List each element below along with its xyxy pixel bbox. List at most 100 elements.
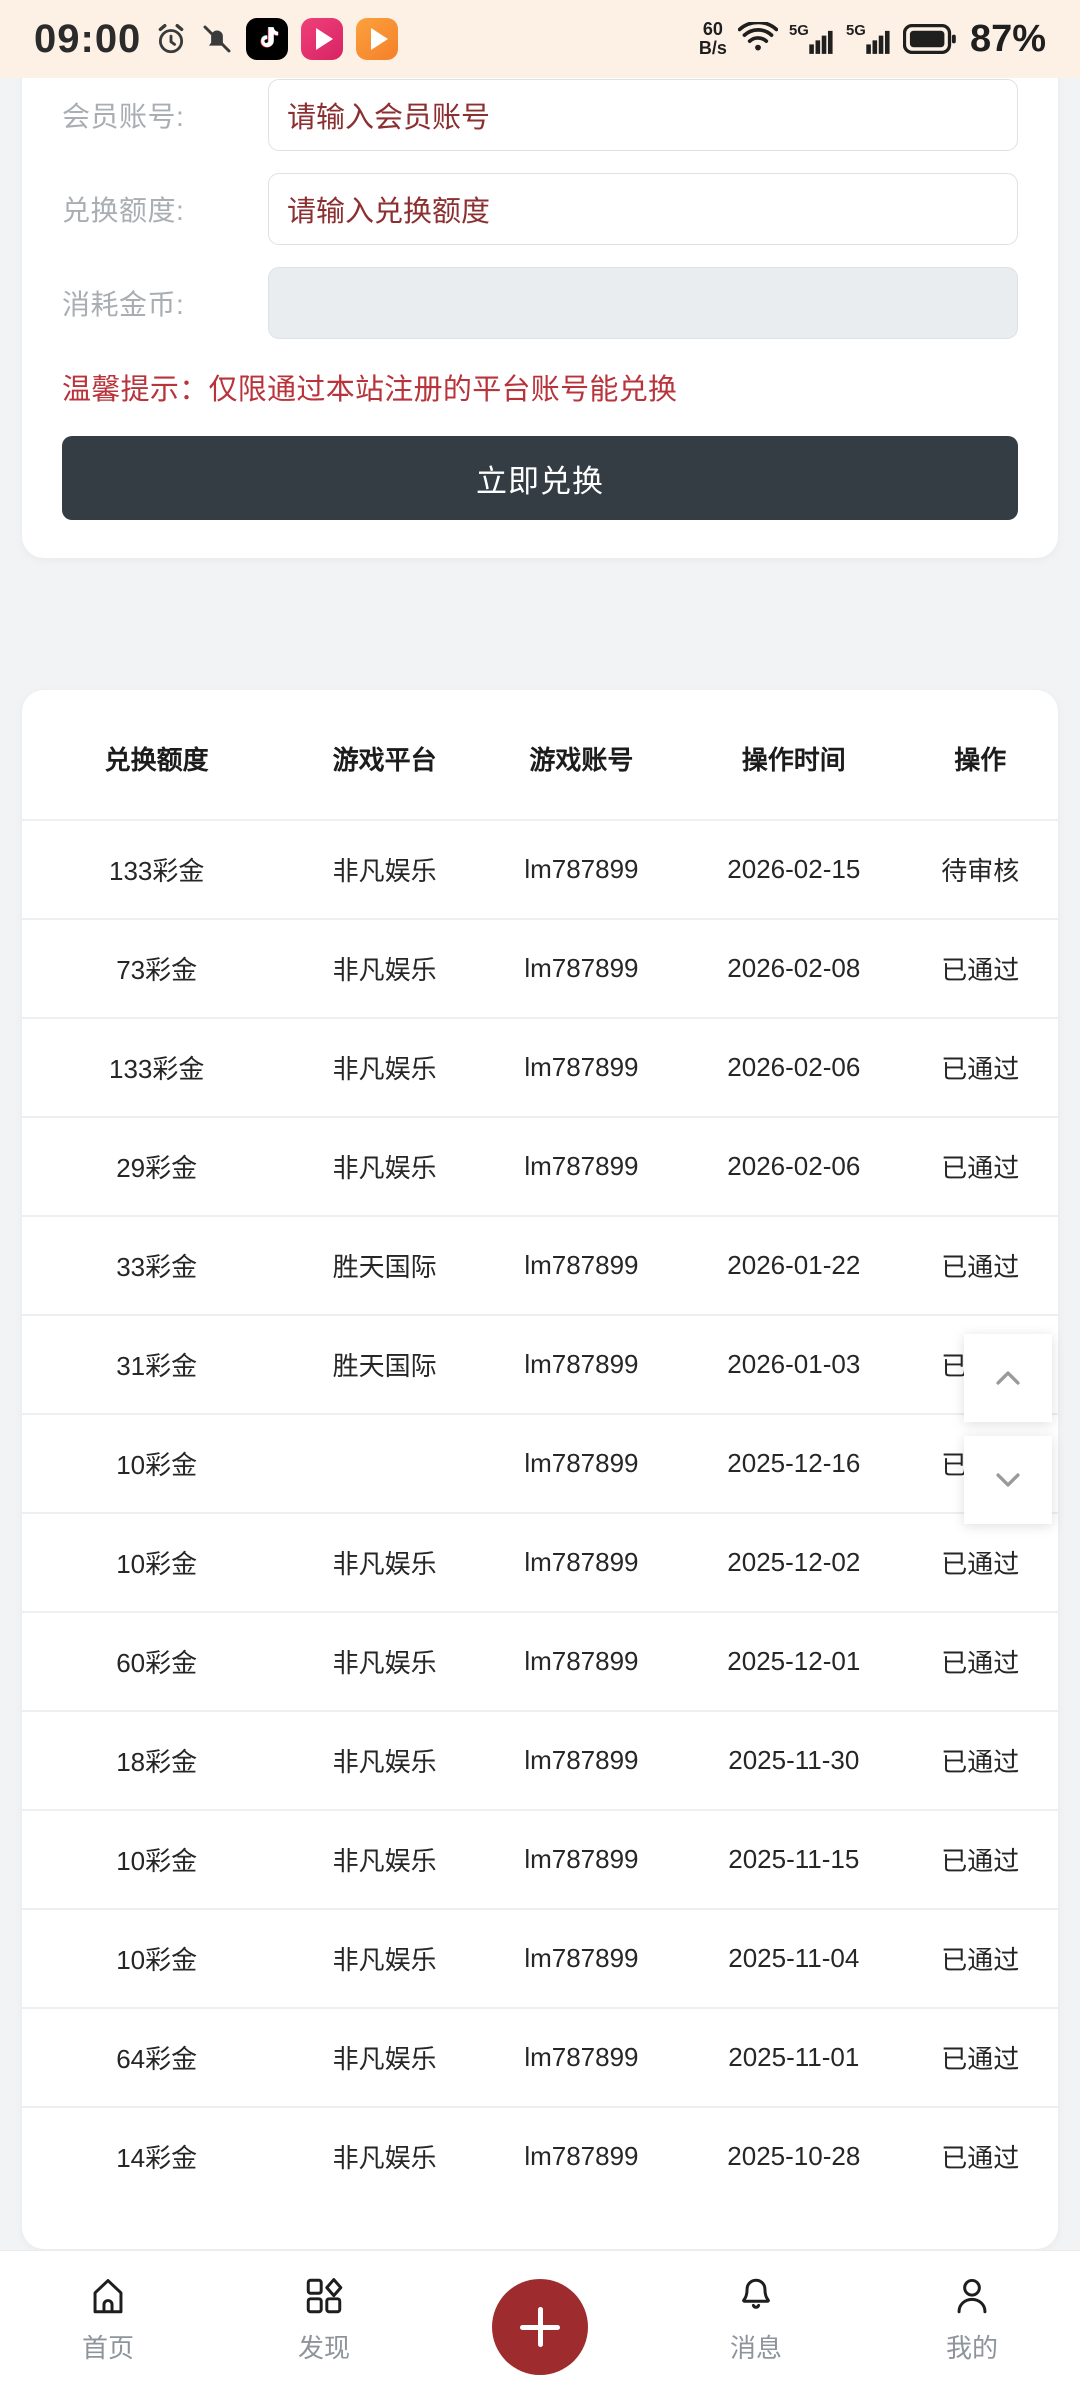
svg-text:5G: 5G (789, 23, 809, 39)
cell-platform: 非凡娱乐 (291, 918, 478, 1018)
add-post-button[interactable] (492, 2279, 588, 2375)
cell-platform: 非凡娱乐 (291, 1611, 478, 1711)
cell-status[interactable]: 已通过 (902, 2106, 1058, 2205)
grid-discover-icon (303, 2273, 345, 2319)
cell-status[interactable]: 待审核 (902, 819, 1058, 919)
table-row[interactable]: 33彩金 胜天国际 lm787899 2026-01-22 已通过 (22, 1215, 1058, 1315)
cell-platform: 非凡娱乐 (291, 1908, 478, 2008)
cell-amount: 10彩金 (22, 1512, 292, 1612)
col-header-status: 操作 (954, 745, 1007, 775)
cell-time: 2025-12-16 (685, 1413, 903, 1513)
cell-time: 2026-02-08 (685, 918, 903, 1018)
table-row[interactable]: 14彩金 非凡娱乐 lm787899 2025-10-28 已通过 (22, 2106, 1058, 2205)
network-speed-indicator: 60 B/s (699, 20, 727, 58)
exchange-amount-input[interactable]: 请输入兑换额度 (268, 173, 1018, 245)
exchange-amount-placeholder: 请输入兑换额度 (287, 196, 491, 228)
net-speed-value: 60 (702, 19, 723, 39)
tiktok-app-icon (246, 18, 289, 60)
battery-percent: 87% (969, 17, 1046, 60)
member-account-input[interactable]: 请输入会员账号 (268, 79, 1018, 151)
tab-profile[interactable]: 我的 (864, 2251, 1080, 2365)
form-row-coin-cost: 消耗金币: (22, 256, 1058, 350)
status-bar: 09:00 60 B/s (0, 0, 1080, 78)
battery-icon (902, 23, 957, 55)
cell-platform (291, 1413, 478, 1513)
cell-platform: 非凡娱乐 (291, 2007, 478, 2107)
status-bar-right: 60 B/s 5G 5G 87% (699, 18, 1046, 61)
cell-status[interactable]: 已通过 (902, 1017, 1058, 1117)
tab-discover[interactable]: 发现 (216, 2251, 432, 2365)
cell-status[interactable]: 已通过 (902, 1215, 1058, 1315)
tab-add-action[interactable] (432, 2251, 648, 2375)
cell-account: lm787899 (477, 2106, 686, 2205)
cell-amount: 60彩金 (22, 1611, 292, 1711)
cell-platform: 非凡娱乐 (291, 1512, 478, 1612)
form-tip-text: 温馨提示：仅限通过本站注册的平台账号能兑换 (62, 374, 678, 406)
col-header-amount: 兑换额度 (104, 745, 209, 775)
cell-status[interactable]: 已通过 (902, 1908, 1058, 2008)
cell-status[interactable]: 已通过 (902, 1809, 1058, 1909)
col-header-platform: 游戏平台 (332, 745, 437, 775)
table-row[interactable]: 10彩金 非凡娱乐 lm787899 2025-12-02 已通过 (22, 1512, 1058, 1612)
cell-platform: 胜天国际 (291, 1215, 478, 1315)
coin-cost-input (268, 267, 1018, 339)
cell-account: lm787899 (477, 1314, 686, 1414)
cell-amount: 10彩金 (22, 1908, 292, 2008)
cell-platform: 胜天国际 (291, 1314, 478, 1414)
status-time: 09:00 (34, 16, 142, 61)
cell-platform: 非凡娱乐 (291, 1116, 478, 1216)
play-triangle-icon (315, 28, 333, 50)
bell-icon (735, 2273, 777, 2319)
table-row[interactable]: 18彩金 非凡娱乐 lm787899 2025-11-30 已通过 (22, 1710, 1058, 1810)
wifi-icon (737, 22, 778, 56)
net-speed-unit: B/s (698, 38, 727, 58)
table-row[interactable]: 60彩金 非凡娱乐 lm787899 2025-12-01 已通过 (22, 1611, 1058, 1711)
cell-time: 2026-01-03 (685, 1314, 903, 1414)
table-row[interactable]: 133彩金 非凡娱乐 lm787899 2026-02-15 待审核 (22, 819, 1058, 919)
table-row[interactable]: 10彩金 非凡娱乐 lm787899 2025-11-04 已通过 (22, 1908, 1058, 2008)
table-row[interactable]: 64彩金 非凡娱乐 lm787899 2025-11-01 已通过 (22, 2007, 1058, 2107)
col-header-account: 游戏账号 (529, 745, 634, 775)
cell-platform: 非凡娱乐 (291, 2106, 478, 2205)
chevron-up-icon (996, 1371, 1020, 1385)
exchange-now-button[interactable]: 立即兑换 (62, 436, 1018, 520)
cell-status[interactable]: 已通过 (902, 1611, 1058, 1711)
cell-amount: 33彩金 (22, 1215, 292, 1315)
cell-account: lm787899 (477, 819, 686, 919)
cell-amount: 31彩金 (22, 1314, 292, 1414)
form-label-exchange-amount: 兑换额度: (62, 195, 185, 226)
bottom-tab-bar: 首页 发现 (0, 2250, 1080, 2400)
cell-time: 2025-11-30 (685, 1710, 903, 1810)
table-row[interactable]: 133彩金 非凡娱乐 lm787899 2026-02-06 已通过 (22, 1017, 1058, 1117)
scroll-down-button[interactable] (964, 1436, 1052, 1524)
cell-time: 2026-02-15 (685, 819, 903, 919)
cell-account: lm787899 (477, 1809, 686, 1909)
cell-account: lm787899 (477, 2007, 686, 2107)
cell-status[interactable]: 已通过 (902, 1512, 1058, 1612)
tab-messages[interactable]: 消息 (648, 2251, 864, 2365)
cell-status[interactable]: 已通过 (902, 1116, 1058, 1216)
tab-home[interactable]: 首页 (0, 2251, 216, 2365)
cell-status[interactable]: 已通过 (902, 918, 1058, 1018)
cell-amount: 29彩金 (22, 1116, 292, 1216)
cell-time: 2025-11-04 (685, 1908, 903, 2008)
signal-5g-icon-1: 5G (789, 21, 835, 57)
table-row[interactable]: 73彩金 非凡娱乐 lm787899 2026-02-08 已通过 (22, 918, 1058, 1018)
cell-status[interactable]: 已通过 (902, 2007, 1058, 2107)
table-header-row: 兑换额度 游戏平台 游戏账号 操作时间 操作 (22, 690, 1058, 820)
cell-account: lm787899 (477, 1512, 686, 1612)
cell-status[interactable]: 已通过 (902, 1710, 1058, 1810)
svg-text:5G: 5G (846, 23, 866, 39)
cell-account: lm787899 (477, 1908, 686, 2008)
exchange-records-card: 兑换额度 游戏平台 游戏账号 操作时间 操作 133彩金 非凡娱乐 lm787899… (22, 690, 1058, 2249)
table-row[interactable]: 29彩金 非凡娱乐 lm787899 2026-02-06 已通过 (22, 1116, 1058, 1216)
table-row[interactable]: 10彩金 非凡娱乐 lm787899 2025-11-15 已通过 (22, 1809, 1058, 1909)
scroll-up-button[interactable] (964, 1334, 1052, 1422)
table-header: 兑换额度 游戏平台 游戏账号 操作时间 操作 (22, 690, 1058, 820)
cell-amount: 64彩金 (22, 2007, 292, 2107)
exchange-form-card: 会员账号: 请输入会员账号 兑换额度: 请输入兑换额度 消耗金币: 温馨提示：仅… (22, 8, 1058, 558)
cell-account: lm787899 (477, 1215, 686, 1315)
